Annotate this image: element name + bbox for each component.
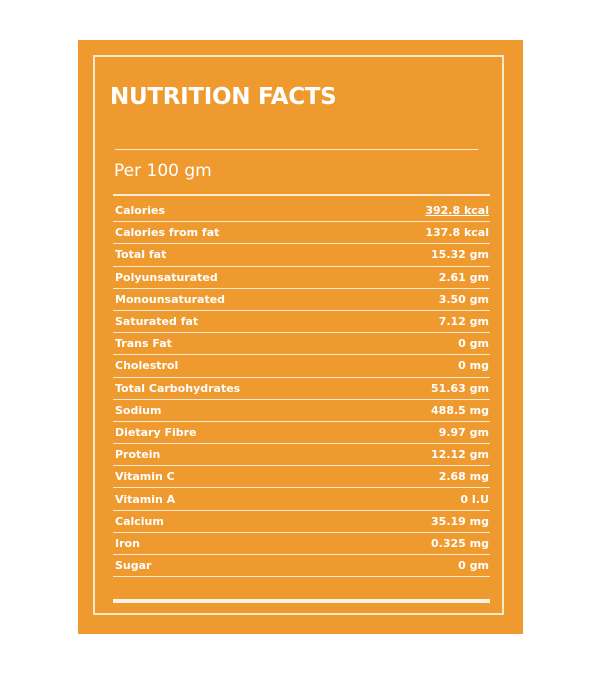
nutrient-value: 2.68 mg — [438, 470, 489, 484]
nutrient-name: Monounsaturated — [115, 292, 226, 306]
nutrient-row: Vitamin C 2.68 mg — [113, 466, 490, 489]
nutrient-row: Sodium 488.5 mg — [113, 400, 490, 422]
nutrient-row: Total Carbohydrates 51.63 gm — [113, 378, 490, 400]
nutrient-row: Dietary Fibre 9.97 gm — [113, 422, 490, 445]
serving-size: Per 100 gm — [114, 161, 212, 181]
nutrient-value: 0 gm — [458, 337, 489, 351]
nutrient-row: Sugar 0 gm — [113, 555, 490, 578]
title-divider — [115, 149, 478, 150]
nutrient-row: Protein 12.12 gm — [113, 444, 490, 467]
nutrient-value: 488.5 mg — [431, 403, 489, 417]
nutrient-name: Cholestrol — [115, 359, 179, 373]
nutrient-name: Total fat — [115, 248, 167, 262]
nutrient-value: 0 I.U — [460, 492, 489, 506]
bottom-divider — [113, 599, 490, 603]
nutrient-name: Saturated fat — [115, 315, 199, 329]
nutrient-name: Vitamin A — [115, 492, 176, 506]
nutrient-name: Calories — [115, 204, 166, 218]
nutrient-row: Vitamin A 0 I.U — [113, 488, 490, 511]
panel-title: NUTRITION FACTS — [110, 84, 337, 110]
header-divider — [113, 194, 490, 196]
nutrient-row: Calcium 35.19 mg — [113, 511, 490, 533]
nutrient-name: Calcium — [115, 514, 164, 528]
nutrient-value: 7.12 gm — [438, 315, 489, 329]
nutrient-value: 2.61 gm — [438, 270, 489, 284]
nutrient-row: Total fat 15.32 gm — [113, 244, 490, 267]
nutrient-name: Calories from fat — [115, 226, 220, 240]
nutrient-name: Iron — [115, 536, 140, 550]
nutrient-value: 51.63 gm — [431, 381, 489, 395]
panel-border: NUTRITION FACTS Per 100 gm Calories 392.8… — [93, 55, 504, 615]
nutrient-name: Total Carbohydrates — [115, 381, 241, 395]
nutrient-value: 0.325 mg — [431, 536, 489, 550]
nutrient-row: Cholestrol 0 mg — [113, 355, 490, 378]
nutrient-value: 35.19 mg — [431, 514, 489, 528]
nutrient-value: 12.12 gm — [431, 448, 489, 462]
nutrient-value: 3.50 gm — [438, 292, 489, 306]
nutrient-row: Iron 0.325 mg — [113, 533, 490, 555]
nutrition-panel: NUTRITION FACTS Per 100 gm Calories 392.8… — [78, 40, 523, 634]
nutrient-value: 9.97 gm — [438, 425, 489, 439]
nutrient-value: 137.8 kcal — [425, 226, 489, 240]
nutrient-value: 0 mg — [458, 359, 489, 373]
nutrient-name: Protein — [115, 448, 161, 462]
nutrient-row: Saturated fat 7.12 gm — [113, 311, 490, 334]
nutrient-row: Polyunsaturated 2.61 gm — [113, 267, 490, 289]
nutrient-list: Calories 392.8 kcal Calories from fat 137.8… — [113, 200, 490, 578]
nutrient-name: Dietary Fibre — [115, 425, 197, 439]
nutrient-name: Polyunsaturated — [115, 270, 218, 284]
nutrient-value: 392.8 kcal — [425, 204, 489, 218]
nutrient-name: Sodium — [115, 403, 162, 417]
nutrient-row: Trans Fat 0 gm — [113, 333, 490, 356]
nutrient-row: Calories 392.8 kcal — [113, 200, 490, 223]
nutrient-row: Monounsaturated 3.50 gm — [113, 289, 490, 311]
nutrient-value: 15.32 gm — [431, 248, 489, 262]
nutrient-row: Calories from fat 137.8 kcal — [113, 222, 490, 245]
nutrient-value: 0 gm — [458, 559, 489, 573]
nutrient-name: Trans Fat — [115, 337, 172, 351]
nutrient-name: Vitamin C — [115, 470, 175, 484]
nutrient-name: Sugar — [115, 559, 152, 573]
